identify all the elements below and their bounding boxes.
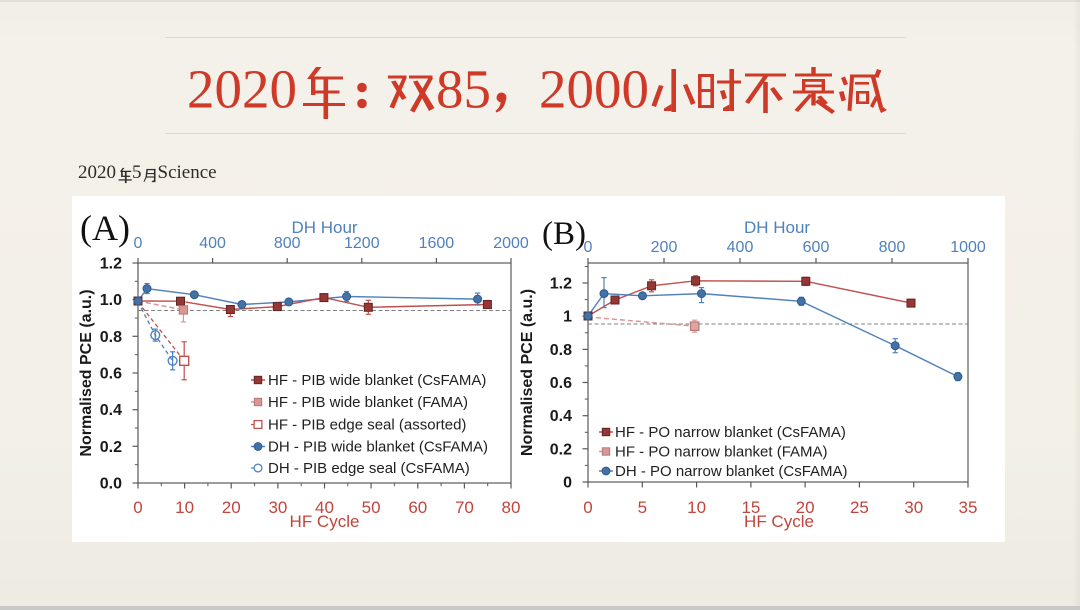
svg-text:DH - PIB wide blanket (CsFAMA): DH - PIB wide blanket (CsFAMA) bbox=[268, 439, 488, 456]
svg-text:400: 400 bbox=[727, 239, 754, 256]
svg-text:Normalised PCE (a.u.): Normalised PCE (a.u.) bbox=[519, 289, 536, 456]
svg-text:0: 0 bbox=[134, 235, 143, 252]
svg-text:20: 20 bbox=[796, 498, 815, 517]
svg-text:200: 200 bbox=[651, 239, 678, 256]
svg-text:Normalised PCE (a.u.): Normalised PCE (a.u.) bbox=[78, 289, 95, 456]
svg-text:1200: 1200 bbox=[344, 235, 380, 252]
svg-text:0.6: 0.6 bbox=[550, 375, 572, 392]
svg-text:HF - PIB wide blanket (FAMA): HF - PIB wide blanket (FAMA) bbox=[268, 394, 468, 411]
svg-text:25: 25 bbox=[850, 498, 869, 517]
svg-text:800: 800 bbox=[274, 235, 301, 252]
svg-text:1.2: 1.2 bbox=[550, 276, 572, 293]
svg-text:0: 0 bbox=[584, 239, 593, 256]
svg-text:0.4: 0.4 bbox=[550, 408, 572, 425]
svg-text:30: 30 bbox=[268, 498, 287, 517]
svg-text:1000: 1000 bbox=[950, 239, 986, 256]
svg-text:800: 800 bbox=[879, 239, 906, 256]
svg-text:HF Cycle: HF Cycle bbox=[744, 512, 814, 531]
svg-text:10: 10 bbox=[175, 498, 194, 517]
svg-text:40: 40 bbox=[315, 498, 334, 517]
svg-text:0.6: 0.6 bbox=[100, 366, 122, 383]
svg-text:DH - PO narrow blanket (CsFAMA: DH - PO narrow blanket (CsFAMA) bbox=[615, 463, 848, 480]
svg-text:0.4: 0.4 bbox=[100, 402, 122, 419]
svg-text:HF - PO narrow blanket (FAMA): HF - PO narrow blanket (FAMA) bbox=[615, 444, 828, 461]
svg-text:400: 400 bbox=[199, 235, 226, 252]
svg-text:HF - PO narrow blanket (CsFAMA: HF - PO narrow blanket (CsFAMA) bbox=[615, 424, 846, 441]
svg-text:0.8: 0.8 bbox=[550, 342, 572, 359]
svg-text:10: 10 bbox=[687, 498, 706, 517]
svg-text:35: 35 bbox=[959, 498, 978, 517]
svg-text:30: 30 bbox=[904, 498, 923, 517]
svg-text:600: 600 bbox=[803, 239, 830, 256]
svg-text:0.8: 0.8 bbox=[100, 329, 122, 346]
svg-text:1600: 1600 bbox=[419, 235, 455, 252]
svg-text:70: 70 bbox=[455, 498, 474, 517]
svg-text:1.2: 1.2 bbox=[100, 256, 122, 273]
svg-text:5: 5 bbox=[638, 498, 647, 517]
svg-text:DH - PIB edge seal (CsFAMA): DH - PIB edge seal (CsFAMA) bbox=[268, 460, 470, 477]
svg-text:0: 0 bbox=[563, 475, 572, 492]
svg-text:DH Hour: DH Hour bbox=[291, 218, 357, 237]
svg-text:HF Cycle: HF Cycle bbox=[290, 512, 360, 531]
svg-text:20: 20 bbox=[222, 498, 241, 517]
svg-text:2000: 2000 bbox=[493, 235, 529, 252]
svg-text:60: 60 bbox=[408, 498, 427, 517]
svg-text:80: 80 bbox=[502, 498, 521, 517]
svg-text:50: 50 bbox=[362, 498, 381, 517]
svg-text:HF - PIB wide blanket (CsFAMA): HF - PIB wide blanket (CsFAMA) bbox=[268, 372, 486, 389]
svg-text:DH Hour: DH Hour bbox=[744, 218, 810, 237]
svg-text:0.0: 0.0 bbox=[100, 476, 122, 493]
svg-text:1.0: 1.0 bbox=[100, 292, 122, 309]
svg-text:15: 15 bbox=[741, 498, 760, 517]
svg-text:0.2: 0.2 bbox=[100, 439, 122, 456]
svg-text:0: 0 bbox=[583, 498, 592, 517]
svg-text:(A): (A) bbox=[80, 208, 130, 248]
svg-text:0: 0 bbox=[133, 498, 142, 517]
svg-text:HF - PIB edge seal (assorted): HF - PIB edge seal (assorted) bbox=[268, 417, 466, 434]
svg-text:0.2: 0.2 bbox=[550, 441, 572, 458]
svg-text:(B): (B) bbox=[542, 216, 586, 252]
svg-text:1: 1 bbox=[563, 309, 572, 326]
